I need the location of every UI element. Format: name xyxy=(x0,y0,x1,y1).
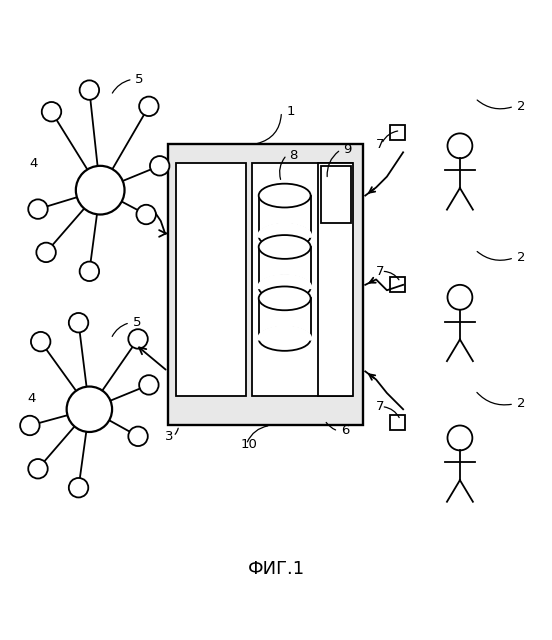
Circle shape xyxy=(128,329,148,349)
Ellipse shape xyxy=(259,235,311,259)
Circle shape xyxy=(79,81,99,100)
Bar xyxy=(176,163,246,396)
Text: 2: 2 xyxy=(517,100,525,113)
Text: 7: 7 xyxy=(376,400,385,413)
Text: 2: 2 xyxy=(517,252,525,264)
Circle shape xyxy=(139,97,158,116)
Text: 9: 9 xyxy=(343,143,352,156)
Text: ФИГ.1: ФИГ.1 xyxy=(247,560,305,578)
Circle shape xyxy=(150,156,169,175)
Text: 4: 4 xyxy=(30,157,38,170)
Text: 1: 1 xyxy=(287,105,295,118)
Bar xyxy=(252,163,352,396)
Circle shape xyxy=(139,375,158,395)
Text: 5: 5 xyxy=(135,73,144,86)
Bar xyxy=(318,163,353,396)
Text: 7: 7 xyxy=(376,138,385,150)
Text: 8: 8 xyxy=(289,148,298,161)
Text: 3: 3 xyxy=(165,430,173,443)
Ellipse shape xyxy=(259,287,311,310)
Circle shape xyxy=(128,427,148,446)
Circle shape xyxy=(20,416,40,435)
Circle shape xyxy=(31,332,50,351)
Bar xyxy=(390,125,405,140)
Text: 2: 2 xyxy=(517,397,525,410)
Bar xyxy=(390,415,405,430)
Text: 7: 7 xyxy=(376,265,385,278)
Ellipse shape xyxy=(259,184,311,207)
Text: 4: 4 xyxy=(27,392,35,405)
Circle shape xyxy=(42,102,61,122)
Circle shape xyxy=(69,478,88,497)
Circle shape xyxy=(36,243,56,262)
Circle shape xyxy=(28,200,47,219)
Circle shape xyxy=(136,205,156,224)
Text: 5: 5 xyxy=(132,316,141,329)
Bar xyxy=(168,144,363,426)
Bar xyxy=(390,276,405,292)
Text: 6: 6 xyxy=(341,424,349,437)
Circle shape xyxy=(79,262,99,281)
Bar xyxy=(321,166,351,223)
Circle shape xyxy=(76,166,125,214)
Circle shape xyxy=(67,387,112,432)
Text: 10: 10 xyxy=(241,438,258,451)
Circle shape xyxy=(69,313,88,332)
Circle shape xyxy=(28,459,47,479)
